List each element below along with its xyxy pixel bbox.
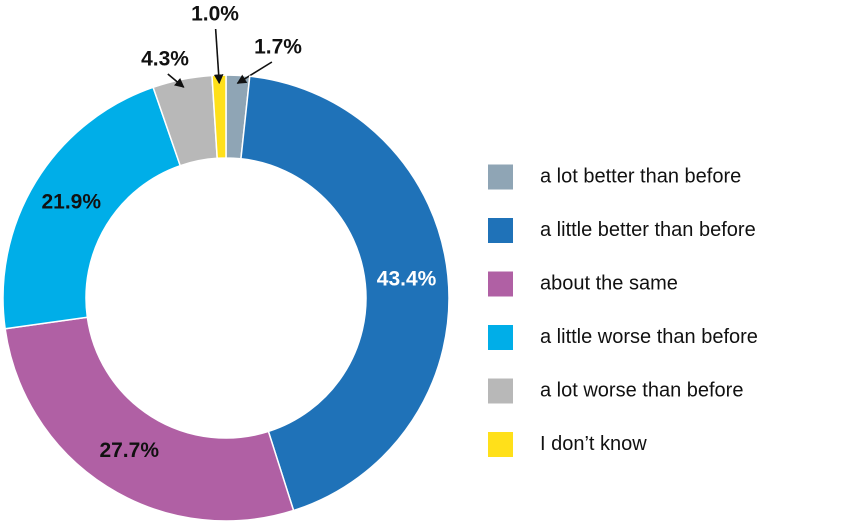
slice-label: 43.4%	[377, 267, 437, 290]
legend-label: I don’t know	[540, 433, 647, 455]
legend-swatch	[488, 432, 513, 457]
legend-swatch	[488, 218, 513, 243]
slice-label: 27.7%	[99, 439, 159, 462]
donut-slice	[2, 86, 182, 330]
slice-label: 4.3%	[141, 48, 189, 71]
legend-swatch	[488, 325, 513, 350]
donut-slice	[4, 316, 295, 522]
legend-label: a lot better than before	[540, 165, 741, 187]
label-arrow	[167, 73, 185, 88]
slice-label: 1.0%	[191, 3, 239, 26]
donut-slice	[240, 75, 450, 512]
slice-label: 21.9%	[41, 191, 101, 214]
label-arrow	[236, 61, 273, 84]
legend-swatch	[488, 271, 513, 297]
legend-swatch	[488, 164, 513, 190]
legend-label: a lot worse than before	[540, 379, 743, 401]
legend-label: a little better than before	[540, 219, 756, 241]
legend-label: about the same	[540, 272, 678, 294]
legend-label: a little worse than before	[540, 326, 758, 348]
label-arrow	[213, 28, 224, 85]
slice-label: 1.7%	[254, 36, 302, 59]
legend-swatch	[488, 378, 513, 404]
